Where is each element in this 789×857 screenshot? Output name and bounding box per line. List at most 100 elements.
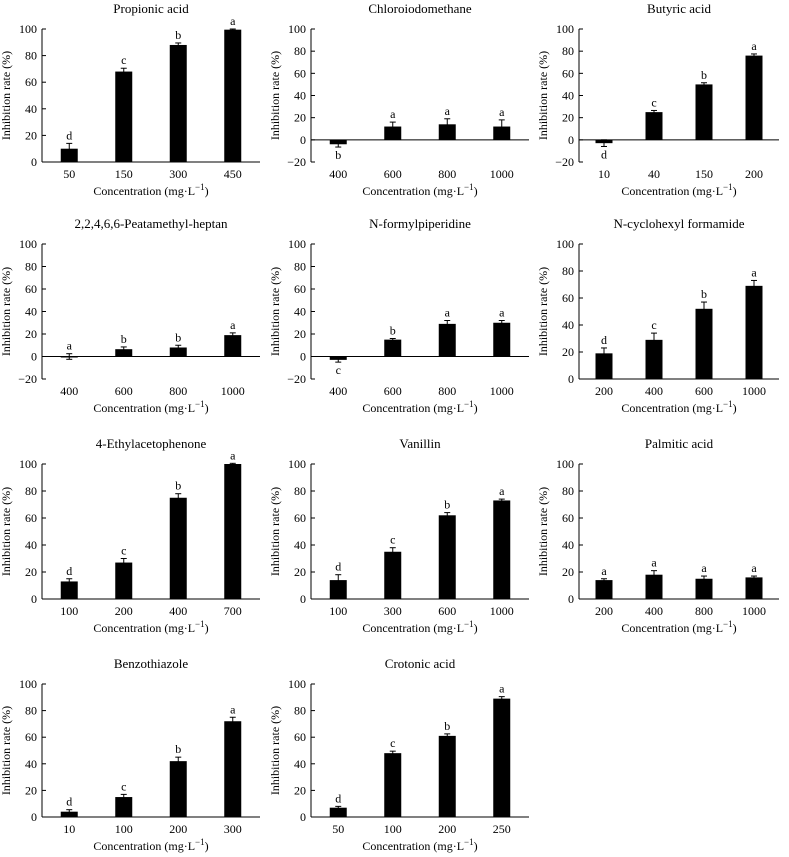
bar (384, 753, 402, 817)
y-tick-label: 60 (25, 511, 37, 525)
chart-title: N-cyclohexyl formamide (613, 216, 744, 231)
y-tick-label: 0 (568, 592, 574, 606)
y-tick-label: 20 (25, 327, 37, 341)
chart-panel: Benzothiazole 0 20 40 60 80 100 d 10 c 100 b 200 a 300… (0, 656, 260, 853)
y-tick-label: 80 (562, 264, 574, 278)
bar (115, 562, 133, 599)
significance-letter: b (175, 479, 181, 493)
chart-panel: Butyric acid −20 0 20 40 60 80 100 d 10 c 40 b 150 a 20… (536, 1, 779, 198)
x-axis-label: Concentration (mg·L−1) (93, 182, 208, 198)
y-tick-label: 40 (294, 305, 306, 319)
bar (493, 322, 511, 357)
significance-letter: c (390, 736, 395, 750)
bar (169, 347, 187, 357)
y-tick-label: 20 (25, 783, 37, 797)
x-tick-label: 400 (645, 384, 663, 398)
bar (115, 797, 133, 817)
y-tick-label: 80 (294, 44, 306, 58)
x-axis-label: Concentration (mg·L−1) (362, 619, 477, 635)
y-tick-label: 40 (562, 89, 574, 103)
bar (169, 497, 187, 599)
x-tick-label: 200 (115, 604, 133, 618)
x-tick-label: 400 (60, 384, 78, 398)
significance-letter: c (336, 363, 341, 377)
significance-letter: d (66, 795, 72, 809)
bar (384, 551, 402, 599)
significance-letter: a (230, 702, 236, 716)
y-tick-label: 80 (562, 44, 574, 58)
significance-letter: a (751, 561, 757, 575)
bar (115, 71, 133, 162)
y-axis-label: Inhibition rate (%) (268, 267, 282, 356)
bar (224, 464, 242, 599)
bar (745, 55, 763, 140)
x-tick-label: 800 (169, 384, 187, 398)
y-tick-label: 40 (294, 538, 306, 552)
bar (438, 735, 456, 817)
y-axis-label: Inhibition rate (%) (536, 487, 550, 576)
bar (595, 580, 613, 599)
y-tick-label: 20 (562, 565, 574, 579)
y-axis-label: Inhibition rate (%) (536, 267, 550, 356)
y-tick-label: 0 (568, 372, 574, 386)
x-tick-label: 400 (329, 167, 347, 181)
significance-letter: b (444, 719, 450, 733)
x-tick-label: 200 (438, 822, 456, 836)
x-tick-label: 1000 (490, 384, 514, 398)
y-tick-label: 20 (25, 565, 37, 579)
bar (645, 339, 663, 379)
significance-letter: c (390, 533, 395, 547)
significance-letter: b (701, 68, 707, 82)
bar (438, 124, 456, 140)
x-tick-label: 1000 (490, 604, 514, 618)
chart-title: Benzothiazole (114, 656, 189, 671)
significance-letter: a (390, 107, 396, 121)
bar (329, 580, 347, 599)
chart-title: 4-Ethylacetophenone (96, 436, 207, 451)
y-tick-label: 60 (294, 730, 306, 744)
bar (645, 574, 663, 599)
y-tick-label: 80 (25, 260, 37, 274)
significance-letter: b (175, 28, 181, 42)
significance-letter: d (66, 128, 72, 142)
x-tick-label: 600 (384, 167, 402, 181)
significance-letter: a (701, 561, 707, 575)
bar (384, 126, 402, 140)
significance-letter: b (175, 330, 181, 344)
y-tick-label: 100 (288, 237, 306, 251)
x-tick-label: 600 (384, 384, 402, 398)
significance-letter: d (335, 791, 341, 805)
x-tick-label: 100 (384, 822, 402, 836)
chart-panel: Chloroiodomethane −20 0 20 40 60 80 100 b 400 a 600… (268, 1, 529, 198)
bar (645, 112, 663, 140)
y-tick-label: 80 (562, 484, 574, 498)
y-tick-label: 80 (25, 484, 37, 498)
chart-title: Palmitic acid (645, 436, 714, 451)
significance-letter: c (121, 53, 126, 67)
bar (60, 148, 78, 162)
significance-letter: a (499, 306, 505, 320)
y-tick-label: 60 (562, 291, 574, 305)
significance-letter: a (499, 484, 505, 498)
y-tick-label: 0 (300, 810, 306, 824)
y-tick-label: 100 (19, 677, 37, 691)
y-axis-label: Inhibition rate (%) (536, 51, 550, 140)
y-tick-label: 40 (25, 102, 37, 116)
significance-letter: a (751, 39, 757, 53)
chart-title: Butyric acid (647, 1, 711, 16)
y-axis-label: Inhibition rate (%) (0, 51, 13, 140)
bar (695, 308, 713, 379)
bar (438, 323, 456, 357)
chart-title: 2,2,4,6,6-Peatamethyl-heptan (74, 216, 228, 231)
x-tick-label: 100 (329, 604, 347, 618)
significance-letter: a (499, 682, 505, 696)
y-tick-label: 40 (294, 89, 306, 103)
x-tick-label: 300 (169, 167, 187, 181)
y-axis-label: Inhibition rate (%) (0, 267, 13, 356)
x-axis-label: Concentration (mg·L−1) (362, 399, 477, 415)
y-tick-label: 80 (25, 49, 37, 63)
significance-letter: a (751, 265, 757, 279)
y-tick-label: 20 (294, 565, 306, 579)
x-tick-label: 1000 (221, 384, 245, 398)
